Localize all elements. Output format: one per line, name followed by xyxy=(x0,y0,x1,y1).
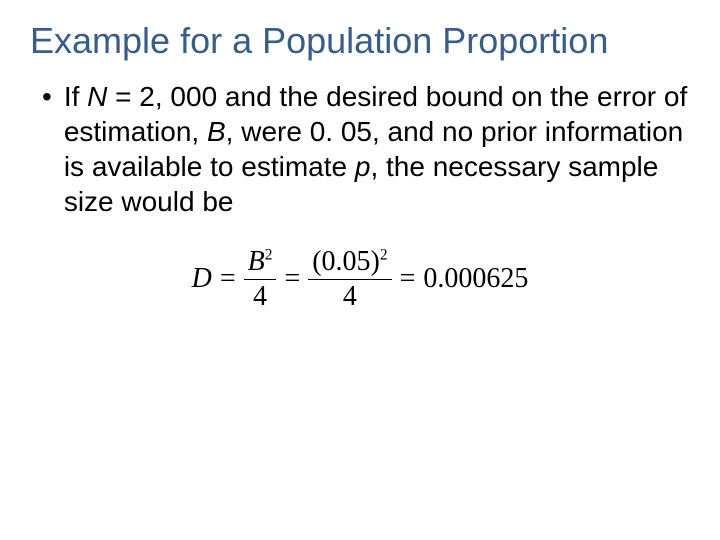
frac1-num-sup: 2 xyxy=(265,247,273,264)
bullet-marker: • xyxy=(42,79,52,114)
bullet-item: • If N = 2, 000 and the desired bound on… xyxy=(30,79,690,219)
frac1-num-base: B xyxy=(248,246,265,277)
formula-result: 0.000625 xyxy=(423,263,528,295)
equals-icon: = xyxy=(220,263,236,295)
frac2-num-sup: 2 xyxy=(380,247,388,264)
fraction-bar-icon xyxy=(308,279,391,280)
frac2-num: (0.05)2 xyxy=(308,247,391,276)
fraction-1: B2 4 xyxy=(244,247,277,311)
formula-D: D xyxy=(192,263,212,295)
equals-icon: = xyxy=(284,263,300,295)
slide-title: Example for a Population Proportion xyxy=(30,20,690,61)
frac1-den: 4 xyxy=(249,282,271,311)
fraction-bar-icon xyxy=(244,279,277,280)
frac2-num-base: (0.05) xyxy=(312,246,380,277)
fraction-2: (0.05)2 4 xyxy=(308,247,391,311)
var-p: p xyxy=(355,151,371,182)
frac2-den: 4 xyxy=(339,282,361,311)
var-N: N xyxy=(87,81,107,112)
var-B: B xyxy=(207,116,226,147)
text-part: If xyxy=(64,81,87,112)
bullet-text: If N = 2, 000 and the desired bound on t… xyxy=(64,79,690,219)
formula: D = B2 4 = (0.05)2 4 = 0.000625 xyxy=(192,247,529,311)
formula-container: D = B2 4 = (0.05)2 4 = 0.000625 xyxy=(30,247,690,311)
frac1-num: B2 xyxy=(244,247,277,276)
equals-icon: = xyxy=(400,263,416,295)
